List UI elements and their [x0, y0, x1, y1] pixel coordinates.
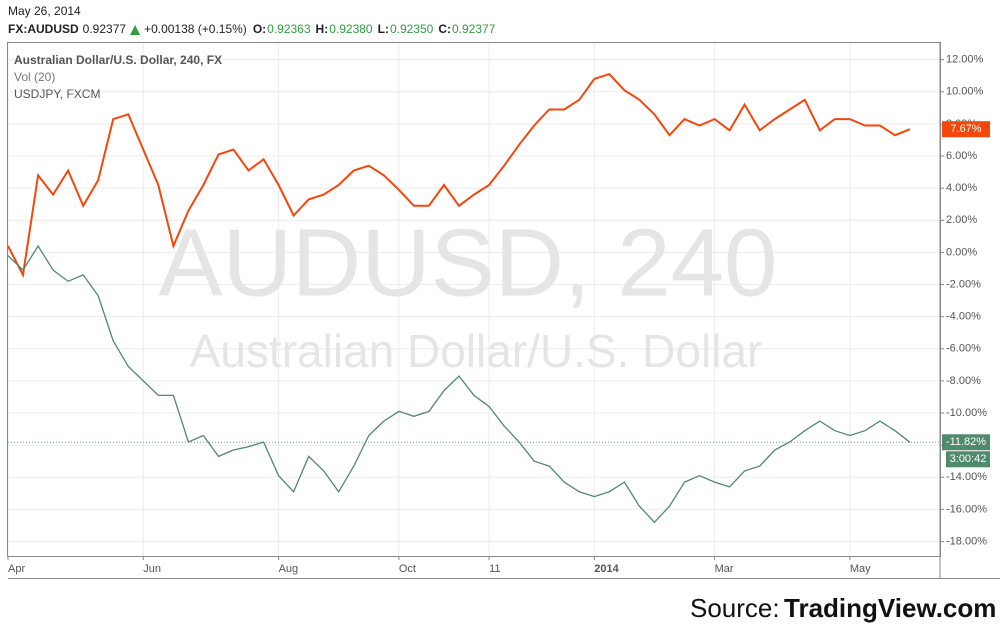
watermark: Australian Dollar/U.S. Dollar	[190, 325, 763, 377]
last-value-box	[942, 434, 990, 451]
header-text: 0.92377	[452, 22, 496, 36]
header-text: +0.00138 (+0.15%)	[144, 22, 247, 36]
legend-entry: USDJPY, FXCM	[14, 87, 100, 101]
watermark: AUDUSD, 240	[159, 209, 778, 316]
y-tick-label: -8.00%	[946, 375, 981, 387]
last-value-label: -11.82%	[946, 436, 986, 448]
header-date: May 26, 2014	[8, 4, 81, 18]
x-tick-label: Jun	[143, 563, 161, 575]
y-tick-label: 2.00%	[946, 214, 977, 226]
header-text: 0.92350	[390, 22, 434, 36]
up-arrow-icon	[130, 25, 141, 35]
y-tick-label: 4.00%	[946, 182, 977, 194]
grid	[7, 42, 940, 556]
y-tick-label: -4.00%	[946, 311, 981, 323]
x-tick-label: Apr	[8, 563, 25, 575]
x-tick-label: Oct	[399, 563, 416, 575]
y-tick-label: -6.00%	[946, 343, 981, 355]
source-prefix: Source:	[690, 593, 780, 623]
y-tick-label: -14.00%	[946, 471, 987, 483]
header-text: 0.92380	[329, 22, 373, 36]
series-line	[7, 72, 911, 279]
last-value-box	[942, 121, 990, 138]
y-tick-label: -18.00%	[946, 535, 987, 547]
y-tick-label: 10.00%	[946, 86, 984, 98]
header-text: L:	[378, 22, 389, 36]
x-tick-label: Aug	[279, 563, 299, 575]
source-name: TradingView.com	[784, 593, 996, 623]
header-text: C:	[438, 22, 451, 36]
header-quote: FX:AUDUSD 0.92377 +0.00138 (+0.15%) O: 0.923…	[8, 22, 496, 36]
header-text: 0.92377	[83, 22, 127, 36]
last-value-label: 7.67%	[950, 123, 981, 135]
header-text: H:	[316, 22, 329, 36]
y-tick-label: 6.00%	[946, 150, 977, 162]
y-tick-label: -10.00%	[946, 407, 987, 419]
y-tick-label: -16.00%	[946, 503, 987, 515]
x-tick-label: 2014	[594, 563, 619, 575]
x-tick-label: Mar	[715, 563, 734, 575]
header-text: O:	[253, 22, 266, 36]
legend-entry: Australian Dollar/U.S. Dollar, 240, FX	[14, 53, 222, 67]
x-tick-label: May	[850, 563, 871, 575]
header-text: 0.92363	[267, 22, 311, 36]
countdown-box	[946, 451, 990, 468]
header-text: FX:AUDUSD	[8, 22, 79, 36]
legend-entry: Vol (20)	[14, 70, 55, 84]
y-tick-label: 0.00%	[946, 246, 977, 258]
x-tick-label: 11	[489, 563, 500, 575]
countdown-label: 3:00:42	[950, 453, 987, 465]
series-line	[7, 244, 911, 524]
y-tick-label: 12.00%	[946, 54, 984, 66]
y-tick-label: -2.00%	[946, 278, 981, 290]
